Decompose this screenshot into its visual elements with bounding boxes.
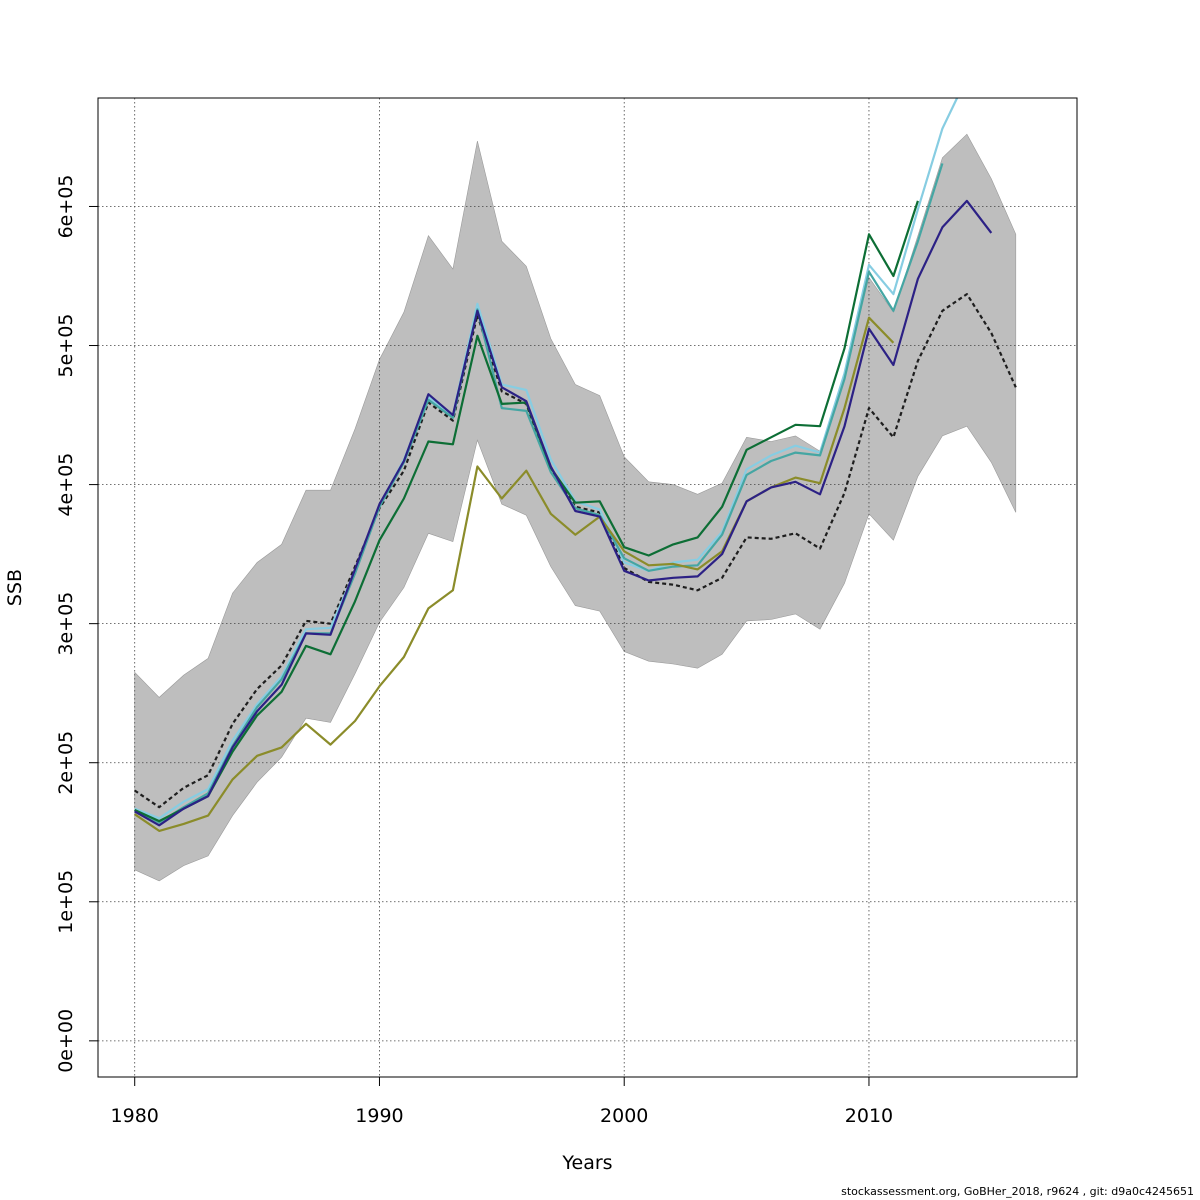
y-tick-label: 4e+05 bbox=[55, 453, 77, 517]
y-tick-label: 3e+05 bbox=[55, 592, 77, 656]
y-axis-label: SSB bbox=[4, 569, 26, 606]
y-tick-label: 2e+05 bbox=[55, 731, 77, 795]
series-line-2 bbox=[134, 97, 959, 820]
series-line-3 bbox=[134, 163, 944, 824]
x-axis: 1980 1990 2000 2010 bbox=[111, 1077, 893, 1127]
y-tick-label: 0e+00 bbox=[55, 1009, 77, 1073]
series-layer bbox=[134, 97, 1017, 833]
x-axis-label: Years bbox=[561, 1152, 612, 1174]
x-tick-label: 1980 bbox=[111, 1105, 159, 1127]
y-tick-label: 6e+05 bbox=[55, 175, 77, 239]
x-tick-label: 2010 bbox=[845, 1105, 893, 1127]
plot-frame bbox=[97, 97, 1078, 1078]
grid-layer bbox=[98, 98, 1077, 1077]
y-tick-label: 1e+05 bbox=[55, 870, 77, 934]
y-axis: 0e+00 1e+05 2e+05 3e+05 4e+05 5e+05 6e+05 bbox=[55, 175, 98, 1073]
series-line-1 bbox=[134, 293, 1017, 809]
series-line-6 bbox=[134, 199, 993, 827]
footer-credit: stockassessment.org, GoBHer_2018, r9624 … bbox=[841, 1185, 1194, 1198]
y-tick-label: 5e+05 bbox=[55, 314, 77, 378]
x-tick-label: 1990 bbox=[355, 1105, 403, 1127]
x-tick-label: 2000 bbox=[600, 1105, 648, 1127]
